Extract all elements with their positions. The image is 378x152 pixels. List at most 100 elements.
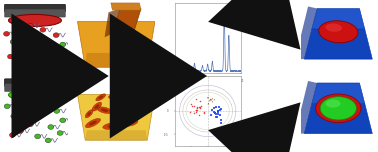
Ellipse shape (108, 95, 121, 100)
Point (205, 101, 211, 104)
Point (187, 111, 193, 113)
Point (214, 116, 220, 118)
Ellipse shape (108, 124, 117, 128)
Ellipse shape (325, 99, 341, 108)
Point (208, 98, 214, 100)
Ellipse shape (17, 29, 23, 33)
Ellipse shape (316, 94, 361, 123)
Ellipse shape (103, 122, 122, 130)
Polygon shape (304, 104, 372, 134)
Polygon shape (304, 29, 372, 59)
Point (192, 111, 198, 114)
Point (201, 111, 207, 113)
Polygon shape (85, 53, 147, 67)
Point (205, 96, 211, 98)
Ellipse shape (17, 129, 23, 133)
Ellipse shape (94, 104, 99, 109)
Point (209, 109, 215, 111)
Ellipse shape (87, 112, 91, 116)
Polygon shape (77, 22, 155, 67)
Point (209, 97, 215, 99)
Point (215, 110, 221, 113)
Ellipse shape (125, 98, 131, 101)
Point (211, 107, 217, 109)
Point (211, 98, 217, 100)
Ellipse shape (40, 105, 46, 109)
Ellipse shape (112, 100, 128, 106)
Ellipse shape (45, 138, 51, 143)
Ellipse shape (9, 133, 15, 137)
Polygon shape (105, 9, 120, 37)
Point (211, 112, 217, 114)
Point (208, 114, 214, 116)
Polygon shape (301, 6, 317, 59)
Ellipse shape (85, 110, 93, 118)
Point (207, 98, 213, 100)
Ellipse shape (32, 113, 38, 117)
Point (218, 108, 224, 110)
Ellipse shape (40, 28, 46, 32)
Ellipse shape (92, 102, 102, 111)
Ellipse shape (35, 134, 40, 139)
Point (212, 112, 218, 114)
Point (193, 109, 199, 111)
Ellipse shape (35, 58, 41, 63)
Ellipse shape (53, 33, 59, 38)
Polygon shape (312, 83, 365, 104)
Ellipse shape (4, 104, 10, 109)
Point (196, 114, 202, 117)
Point (194, 105, 200, 108)
Point (204, 96, 210, 98)
Point (213, 113, 219, 115)
Point (197, 100, 203, 102)
Ellipse shape (122, 97, 133, 102)
Ellipse shape (325, 24, 342, 32)
Point (194, 107, 200, 109)
Point (189, 105, 195, 108)
Point (217, 109, 223, 111)
Point (188, 103, 194, 105)
Ellipse shape (8, 14, 61, 26)
Ellipse shape (97, 107, 112, 114)
Point (205, 102, 211, 104)
Ellipse shape (60, 118, 66, 123)
Polygon shape (301, 81, 317, 134)
Ellipse shape (24, 101, 30, 105)
FancyBboxPatch shape (5, 4, 65, 12)
Ellipse shape (85, 118, 101, 128)
Point (215, 111, 221, 114)
Point (191, 105, 197, 108)
Ellipse shape (47, 46, 53, 51)
Point (194, 108, 200, 111)
Point (208, 98, 214, 100)
Point (215, 110, 221, 113)
Ellipse shape (56, 54, 62, 59)
Ellipse shape (8, 89, 61, 101)
Polygon shape (77, 95, 155, 140)
Ellipse shape (96, 94, 106, 101)
Ellipse shape (130, 104, 141, 110)
Ellipse shape (3, 31, 9, 36)
Ellipse shape (8, 54, 14, 59)
Point (212, 106, 218, 108)
Ellipse shape (121, 114, 127, 118)
Point (209, 99, 215, 102)
Point (218, 121, 224, 124)
Ellipse shape (24, 53, 30, 58)
Ellipse shape (116, 102, 124, 105)
Ellipse shape (319, 21, 358, 43)
Point (197, 106, 203, 108)
Legend: E. coli, B. cereus, Blank: E. coli, B. cereus, Blank (176, 77, 191, 83)
FancyBboxPatch shape (5, 84, 65, 92)
Ellipse shape (32, 35, 38, 40)
Ellipse shape (11, 114, 17, 119)
Point (206, 99, 212, 101)
Point (217, 119, 223, 121)
Ellipse shape (10, 40, 16, 44)
Polygon shape (112, 9, 141, 34)
Point (198, 104, 204, 107)
Ellipse shape (27, 122, 33, 127)
Point (197, 107, 203, 110)
Ellipse shape (118, 112, 130, 119)
Point (213, 116, 219, 119)
